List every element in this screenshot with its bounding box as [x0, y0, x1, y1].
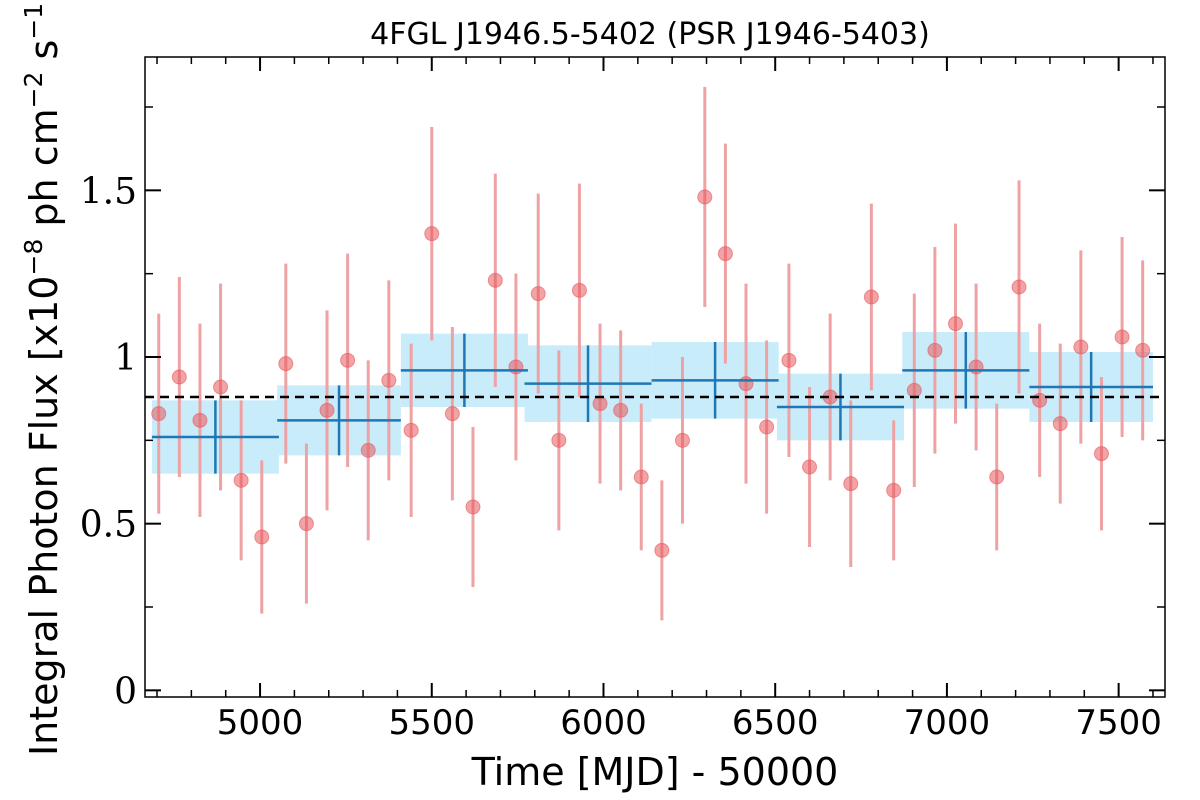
x-tick-label: 7000	[904, 703, 991, 743]
data-point	[151, 406, 167, 422]
data-point	[592, 396, 608, 412]
data-point	[654, 542, 670, 558]
data-point	[948, 316, 964, 332]
data-point	[465, 499, 481, 515]
y-axis-label-exp3: −1	[19, 3, 48, 40]
data-point	[171, 369, 187, 385]
data-point	[233, 472, 249, 488]
data-point	[927, 342, 943, 358]
y-axis-ticks: 0 0.5 1 1.5	[80, 106, 1165, 712]
data-point	[843, 476, 859, 492]
data-points	[151, 189, 1151, 558]
binned-flux-bars	[151, 332, 1153, 474]
data-point	[1073, 339, 1089, 355]
y-tick-label: 1	[114, 338, 137, 379]
data-point	[1135, 342, 1151, 358]
data-point	[508, 359, 524, 375]
data-point	[487, 272, 503, 288]
y-axis-label-suffix: ]	[22, 0, 66, 3]
y-tick-label: 1.5	[80, 171, 137, 212]
data-point	[674, 432, 690, 448]
x-axis-label: Time [MJD] - 50000	[471, 750, 839, 794]
data-point	[213, 379, 229, 395]
data-point	[424, 226, 440, 242]
data-point	[697, 189, 713, 205]
data-point	[759, 419, 775, 435]
data-point	[717, 246, 733, 262]
y-axis-label-mid: ph cm	[22, 108, 66, 238]
y-tick-label: 0.5	[80, 505, 137, 546]
data-point	[530, 286, 546, 302]
y-axis-label-mid2: s	[22, 40, 66, 72]
data-point	[781, 352, 797, 368]
data-point	[360, 442, 376, 458]
data-point	[381, 372, 397, 388]
y-axis-label-prefix: Integral Photon Flux [x10	[22, 276, 66, 757]
data-point	[192, 412, 208, 428]
y-axis-label: Integral Photon Flux [x10−8 ph cm−2 s−1]	[19, 0, 66, 756]
data-point	[571, 282, 587, 298]
data-point	[886, 482, 902, 498]
x-tick-label: 7500	[1075, 703, 1162, 743]
data-point	[968, 359, 984, 375]
data-point	[1011, 279, 1027, 295]
y-tick-label: 0	[114, 671, 137, 712]
y-axis-label-exp1: −8	[19, 239, 48, 276]
x-tick-label: 6500	[732, 703, 819, 743]
data-point	[1052, 416, 1068, 432]
data-point	[802, 459, 818, 475]
x-tick-label: 5500	[389, 703, 476, 743]
data-point	[340, 352, 356, 368]
data-point	[989, 469, 1005, 485]
data-point	[551, 432, 567, 448]
data-point	[1093, 446, 1109, 462]
data-point	[738, 376, 754, 392]
data-point	[1032, 392, 1048, 408]
data-point	[254, 529, 270, 545]
x-tick-label: 5000	[217, 703, 304, 743]
data-point	[633, 469, 649, 485]
data-point	[613, 402, 629, 418]
data-point	[444, 406, 460, 422]
data-point	[298, 516, 314, 532]
x-axis-ticks: 5000 5500 6000 6500 7000 7500	[156, 57, 1162, 743]
y-axis-label-exp2: −2	[19, 72, 48, 109]
bin-error-bands	[151, 332, 1153, 474]
chart-title: 4FGL J1946.5-5402 (PSR J1946-5403)	[370, 17, 930, 52]
x-tick-label: 6000	[560, 703, 647, 743]
data-point	[906, 382, 922, 398]
data-point	[403, 422, 419, 438]
data-point	[863, 289, 879, 305]
plot-frame	[144, 56, 1166, 698]
data-point	[278, 356, 294, 372]
data-point	[319, 402, 335, 418]
data-point	[1114, 329, 1130, 345]
